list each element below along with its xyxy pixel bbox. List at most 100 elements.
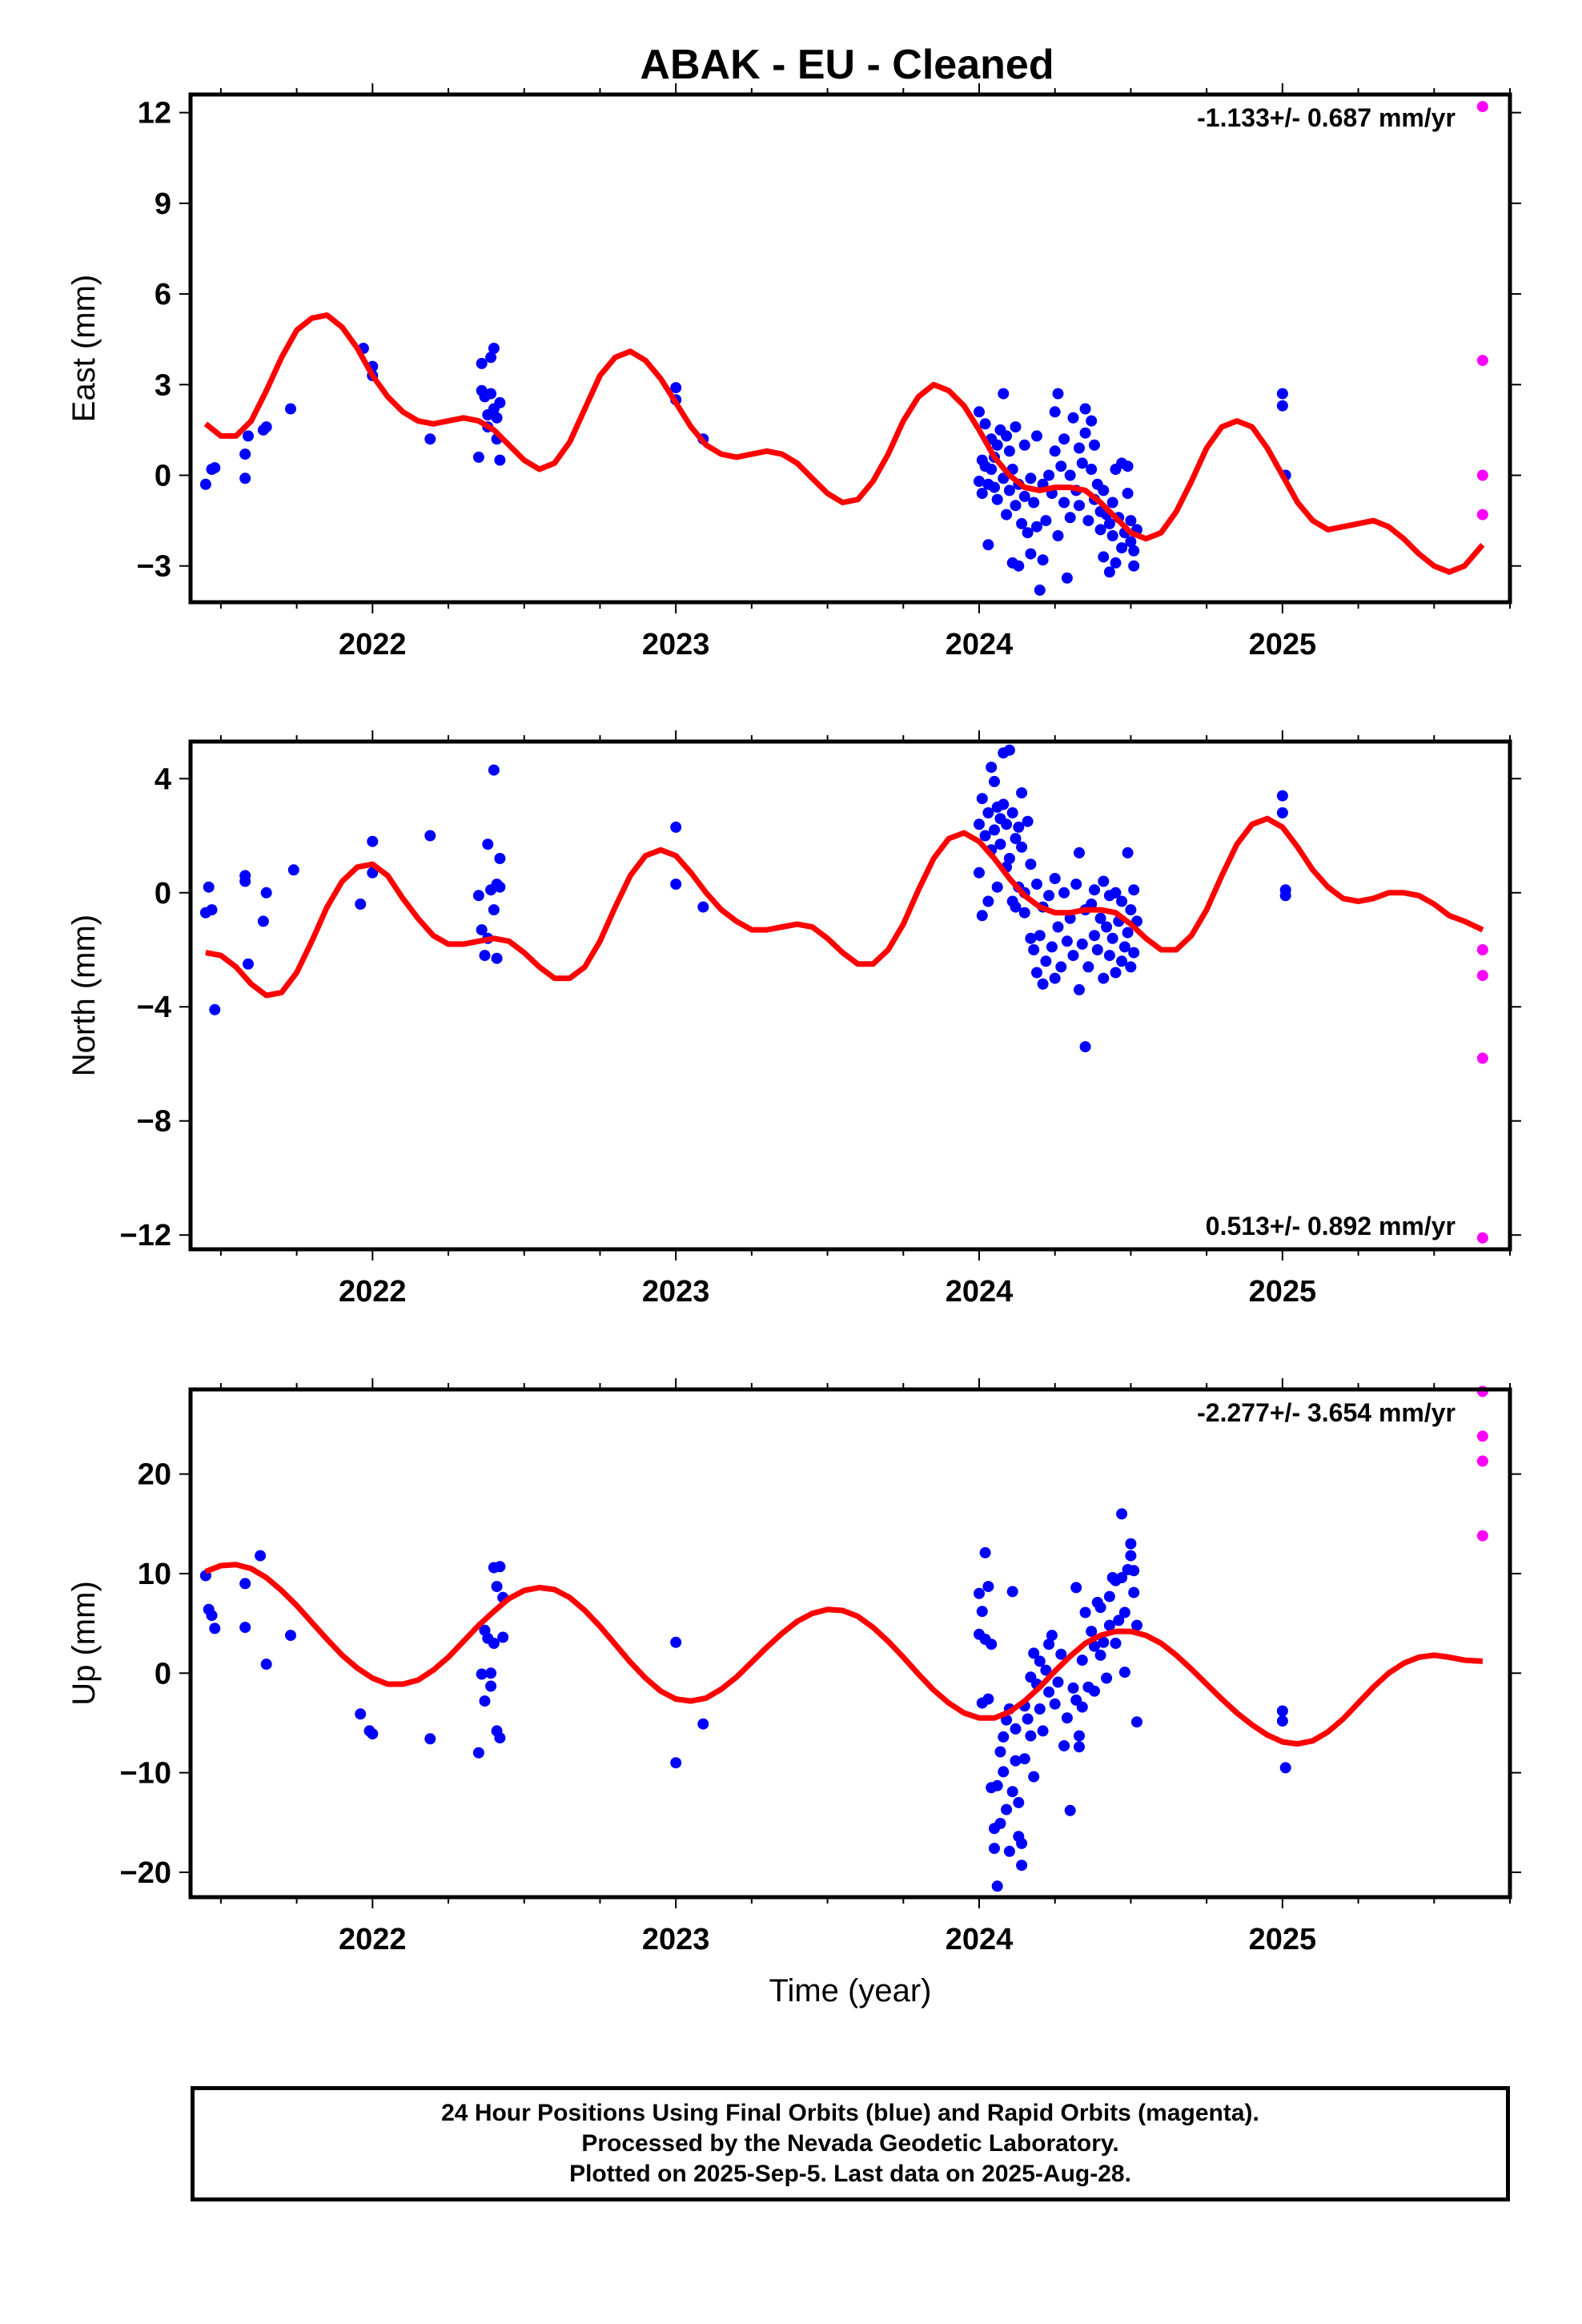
up-final-point	[1131, 1716, 1142, 1728]
east-final-point	[485, 352, 497, 364]
up-final-point	[479, 1695, 491, 1707]
north-final-point	[1031, 879, 1042, 891]
east-final-point	[1061, 572, 1073, 584]
north-final-point	[1098, 972, 1110, 984]
north-final-point	[1037, 978, 1049, 990]
up-final-point	[1052, 1676, 1064, 1688]
north-y-tick-label: −12	[120, 1219, 171, 1252]
east-final-point	[1003, 485, 1015, 497]
east-final-point	[243, 430, 254, 442]
north-y-tick-label: 0	[155, 877, 171, 911]
north-final-point	[476, 924, 488, 936]
east-final-point	[979, 418, 991, 430]
north-x-tick-label: 2022	[339, 1275, 407, 1309]
east-final-point	[1122, 460, 1134, 472]
up-final-point	[494, 1561, 506, 1573]
north-final-point	[1052, 921, 1064, 933]
north-final-point	[1116, 955, 1128, 967]
up-final-point	[1276, 1705, 1288, 1717]
north-final-point	[1034, 930, 1046, 942]
up-final-point	[1089, 1640, 1100, 1652]
east-final-point	[1043, 469, 1055, 481]
up-final-point	[670, 1757, 682, 1769]
up-final-point	[1001, 1803, 1013, 1815]
north-final-point	[209, 1003, 221, 1015]
north-final-point	[1025, 858, 1037, 870]
east-x-tick-label: 2022	[339, 628, 407, 661]
east-final-point	[991, 439, 1003, 451]
east-y-tick-label: 0	[155, 460, 171, 493]
north-final-point	[670, 879, 682, 891]
up-final-point	[1076, 1701, 1088, 1713]
east-y-tick-label: 12	[138, 97, 171, 131]
east-final-point	[1067, 412, 1079, 424]
up-final-point	[488, 1638, 500, 1649]
up-final-point	[1094, 1649, 1106, 1661]
east-final-point	[998, 388, 1010, 400]
east-final-point	[1055, 460, 1067, 472]
up-final-point	[974, 1587, 985, 1599]
up-final-point	[1061, 1712, 1073, 1724]
east-final-point	[1125, 515, 1137, 527]
north-final-point	[1064, 912, 1076, 924]
north-final-point	[287, 864, 299, 876]
up-final-point	[1016, 1837, 1028, 1849]
north-final-point	[974, 866, 985, 879]
north-final-point	[998, 798, 1010, 810]
north-final-point	[1010, 833, 1022, 845]
north-final-point	[1028, 944, 1040, 955]
east-y-axis-title: East (mm)	[66, 275, 102, 422]
north-final-point	[989, 824, 1000, 836]
north-final-point	[1106, 932, 1118, 944]
up-final-point	[1279, 1762, 1291, 1774]
up-final-point	[1079, 1606, 1091, 1618]
up-final-point	[1055, 1648, 1067, 1660]
east-final-point	[491, 412, 503, 424]
east-final-point	[1082, 515, 1094, 527]
east-panel: 2022 2023 2024 2025 −3 0 3 6 9 12 East (mm) -1.133+…	[66, 83, 1521, 661]
up-y-axis-title: Up (mm)	[66, 1581, 102, 1706]
east-final-point	[1106, 497, 1118, 509]
up-final-point	[998, 1731, 1010, 1743]
up-final-point	[989, 1843, 1000, 1855]
north-final-point	[994, 838, 1006, 850]
up-final-point	[1043, 1638, 1055, 1651]
east-final-point	[1049, 445, 1061, 457]
north-final-point	[203, 881, 215, 893]
north-final-point	[670, 821, 682, 833]
up-final-point	[979, 1546, 991, 1558]
north-final-point	[1074, 983, 1085, 995]
north-final-point	[1001, 818, 1013, 830]
north-final-point	[1125, 961, 1137, 973]
up-final-point	[206, 1610, 218, 1622]
north-final-point	[1022, 815, 1034, 827]
up-final-point	[982, 1581, 994, 1593]
north-final-point	[479, 950, 491, 962]
up-final-point	[491, 1581, 503, 1593]
north-final-point	[982, 807, 994, 818]
up-y-tick-label: 20	[138, 1458, 171, 1492]
north-final-point	[1040, 955, 1052, 967]
up-final-point	[1028, 1647, 1040, 1659]
up-final-point	[1113, 1614, 1125, 1626]
east-final-point	[1037, 554, 1049, 566]
up-rapid-point	[1476, 1430, 1488, 1442]
up-final-point	[1025, 1730, 1037, 1742]
north-final-point	[494, 881, 506, 893]
north-final-point	[1101, 921, 1113, 933]
north-final-point	[1070, 879, 1082, 891]
east-final-point	[1103, 566, 1115, 578]
east-final-point	[199, 478, 211, 490]
up-final-point	[1006, 1586, 1018, 1598]
north-x-tick-label: 2024	[946, 1275, 1014, 1309]
north-final-point	[260, 887, 272, 899]
east-final-point	[989, 481, 1000, 493]
east-final-point	[1086, 464, 1098, 475]
east-final-point	[1058, 497, 1070, 509]
up-final-point	[1116, 1508, 1128, 1520]
up-x-axis-title: Time (year)	[769, 1973, 932, 2008]
up-final-point	[1074, 1730, 1085, 1742]
east-rate-label: -1.133+/- 0.687 mm/yr	[1197, 103, 1456, 132]
east-model-curve	[203, 312, 1485, 575]
north-final-point	[1103, 950, 1115, 962]
